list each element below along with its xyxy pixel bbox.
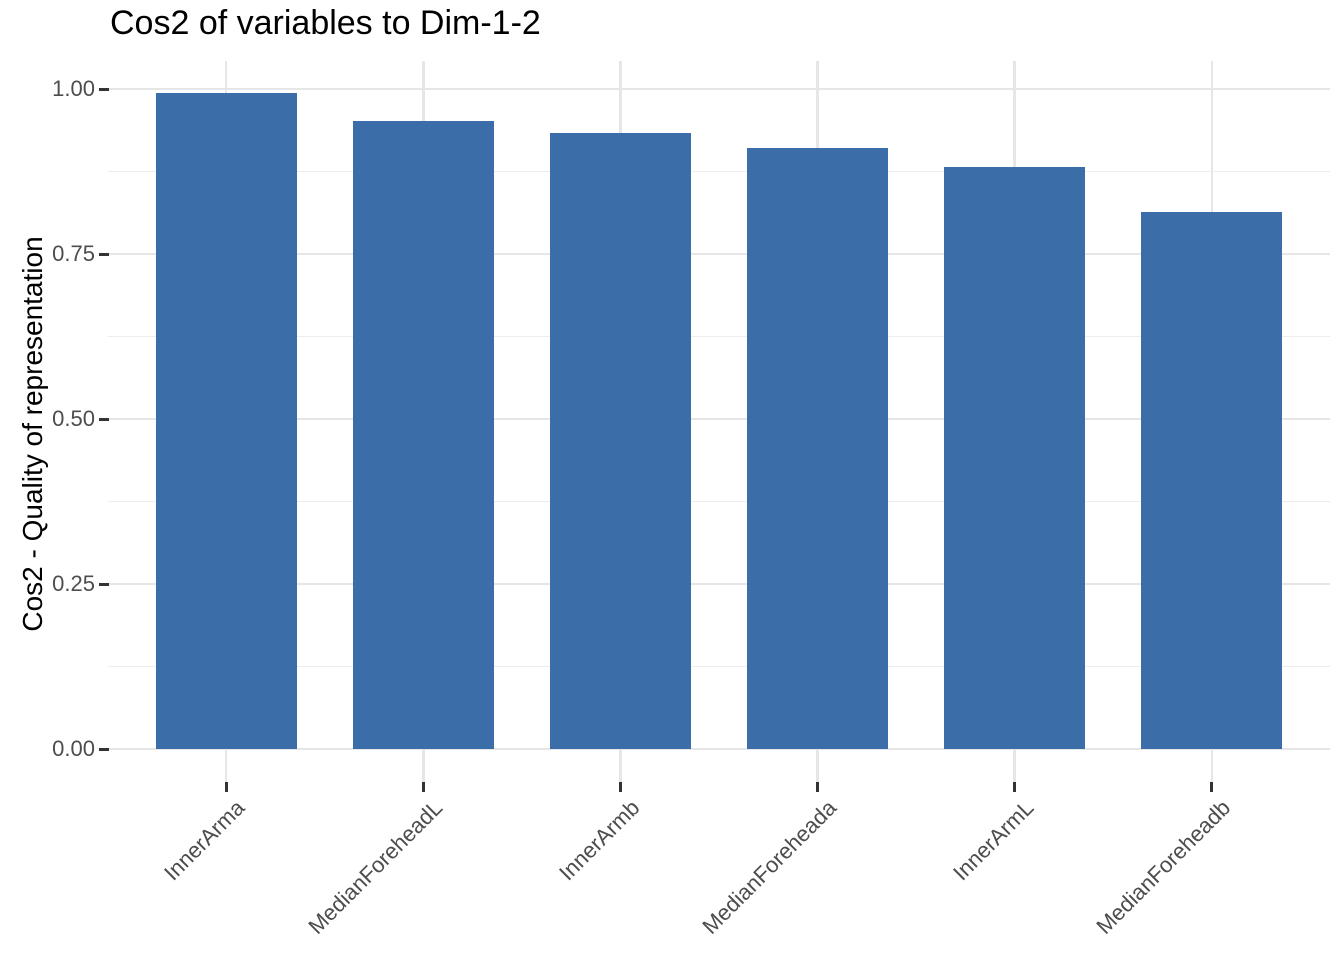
- y-axis-title: Cos2 - Quality of representation: [17, 236, 48, 632]
- bar-MedianForeheadb: [1141, 212, 1283, 749]
- bar-InnerArma: [155, 92, 297, 749]
- bar-InnerArmb: [549, 132, 691, 749]
- y-tick-label: 0.50: [52, 406, 95, 431]
- gridline-horizontal-major: [108, 87, 1330, 91]
- gridline-horizontal-minor: [108, 500, 1330, 503]
- gridline-horizontal-minor: [108, 335, 1330, 338]
- chart-title: Cos2 of variables to Dim-1-2: [110, 4, 541, 42]
- y-axis-tick: [99, 417, 109, 421]
- x-axis-tick: [421, 782, 425, 792]
- gridline-horizontal-major: [108, 582, 1330, 586]
- x-tick-label: InnerArmL: [948, 795, 1039, 886]
- y-axis-tick: [99, 252, 109, 256]
- bar-MedianForeheadL: [352, 120, 494, 749]
- x-tick-label: MedianForeheadL: [303, 795, 448, 939]
- x-axis-tick: [1210, 782, 1214, 792]
- gridline-horizontal-minor: [108, 170, 1330, 173]
- y-tick-label: 0.75: [52, 241, 95, 266]
- bar-InnerArmL: [944, 166, 1086, 749]
- y-tick-label: 1.00: [52, 76, 95, 101]
- y-axis-tick: [99, 87, 109, 91]
- y-tick-label: 0.25: [52, 571, 95, 596]
- bar-MedianForeheada: [747, 147, 889, 749]
- gridline-horizontal-major: [108, 747, 1330, 751]
- x-tick-label: MedianForeheada: [697, 795, 842, 939]
- y-axis-tick: [99, 582, 109, 586]
- gridline-horizontal-major: [108, 252, 1330, 256]
- plot-panel: [108, 61, 1330, 782]
- x-tick-label: InnerArmb: [553, 795, 645, 886]
- x-tick-label: MedianForeheadb: [1091, 795, 1236, 939]
- gridline-horizontal-minor: [108, 665, 1330, 668]
- x-axis-tick: [1013, 782, 1017, 792]
- y-tick-label: 0.00: [52, 736, 95, 761]
- y-axis-tick: [99, 747, 109, 751]
- x-axis-tick: [224, 782, 228, 792]
- x-tick-label: InnerArma: [159, 795, 250, 886]
- gridline-horizontal-major: [108, 417, 1330, 421]
- x-axis-tick: [618, 782, 622, 792]
- x-axis-tick: [816, 782, 820, 792]
